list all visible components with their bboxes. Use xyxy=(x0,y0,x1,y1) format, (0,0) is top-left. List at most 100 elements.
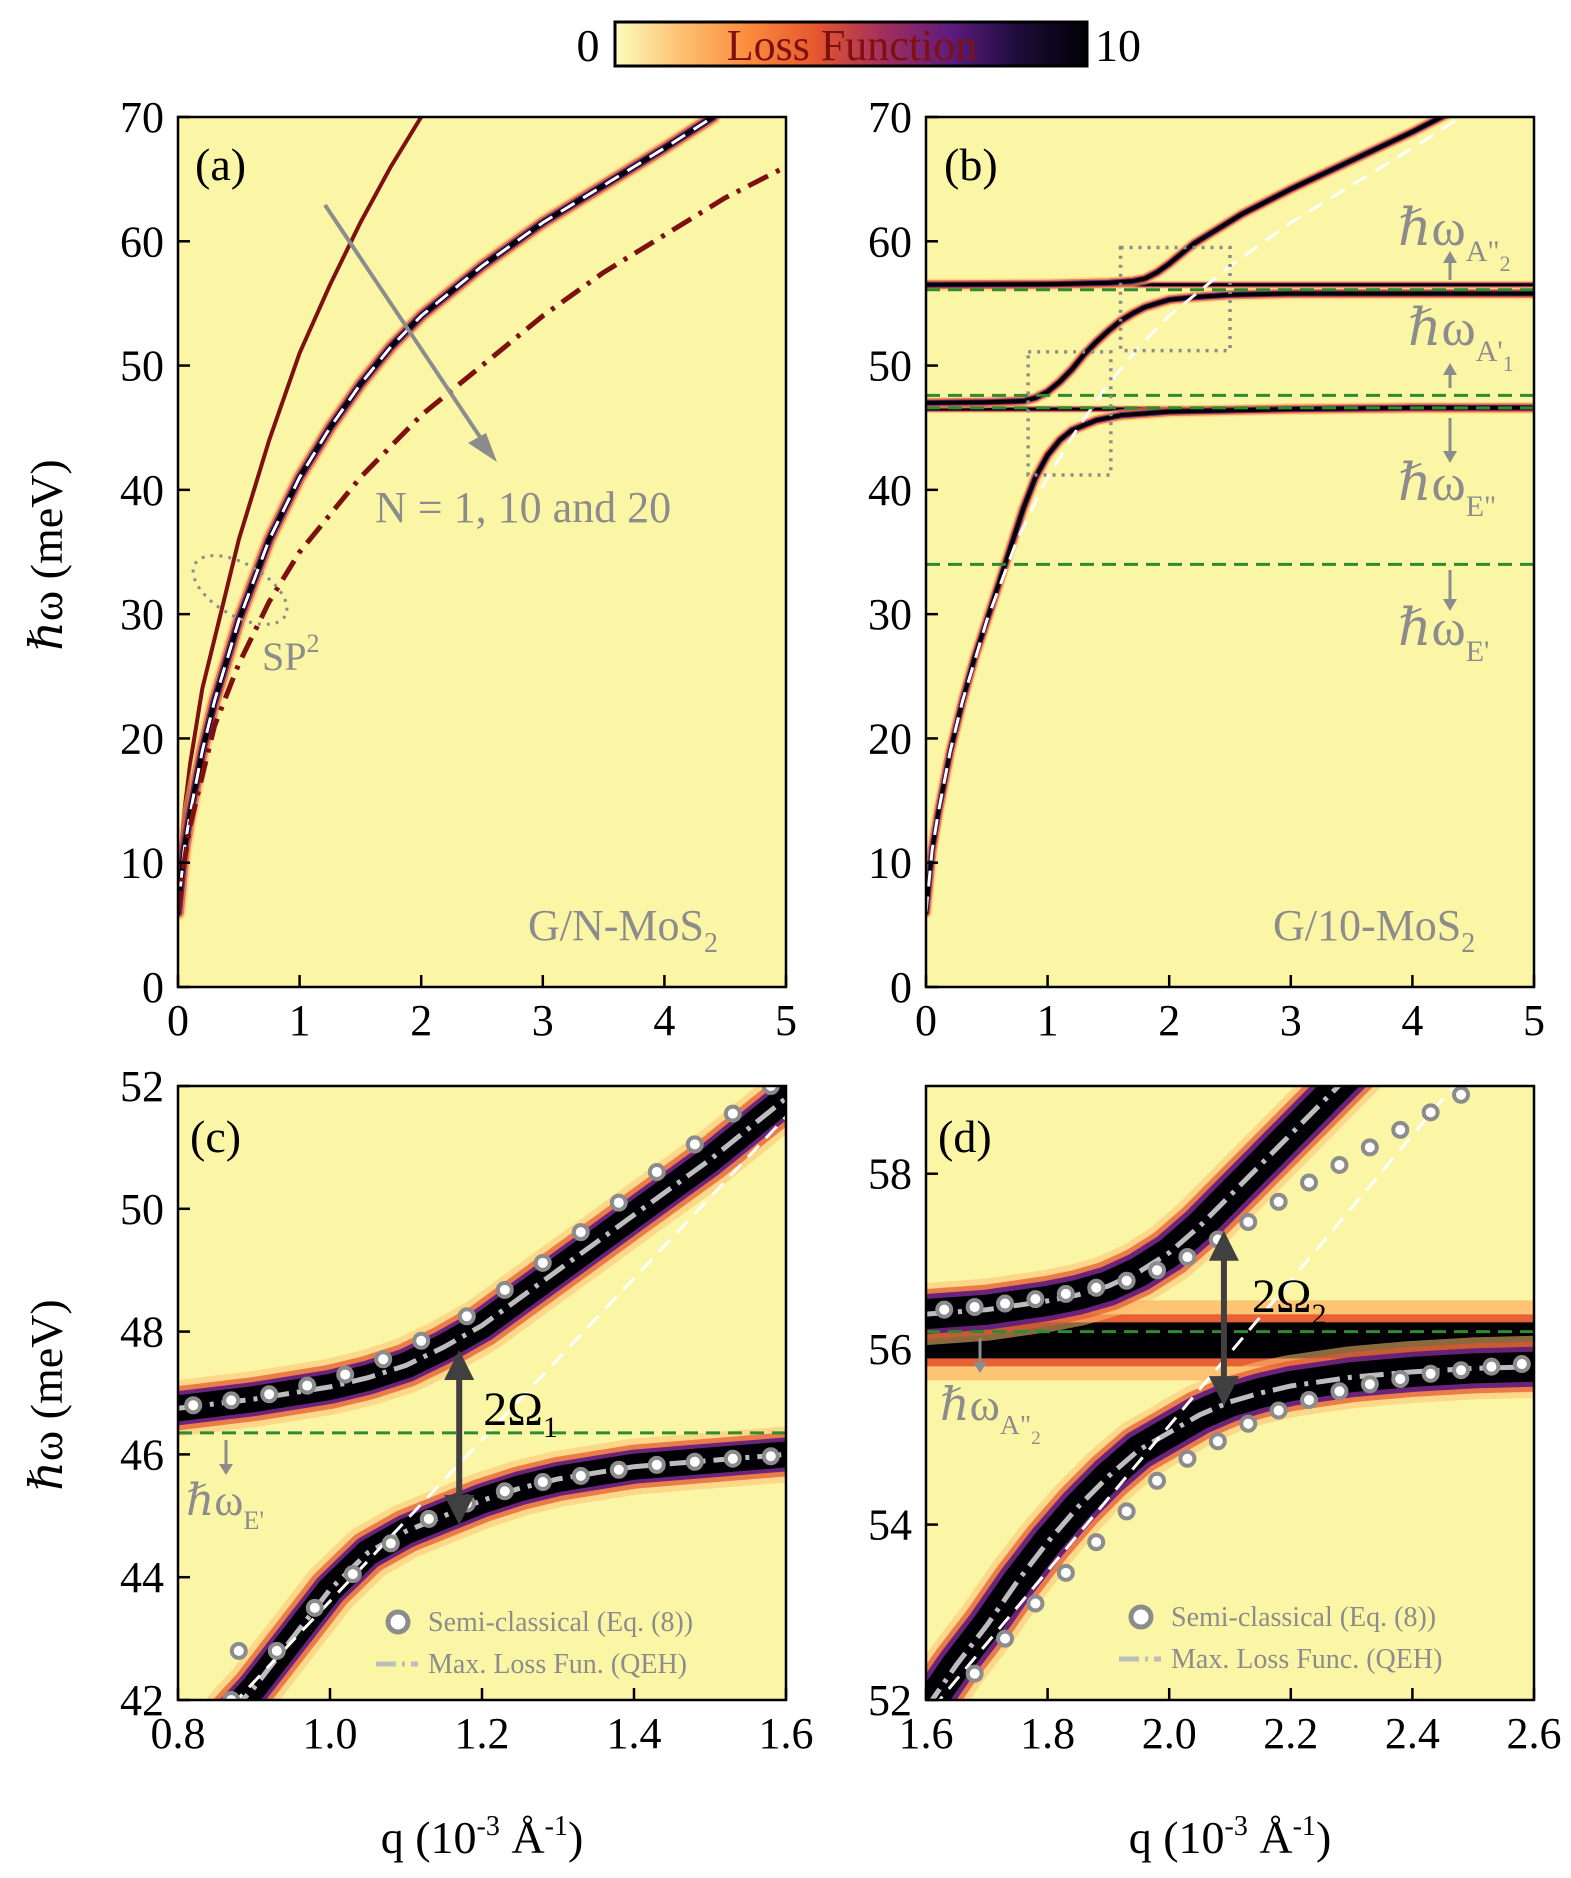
legend-semiclassical-c: Semi-classical (Eq. (8)) xyxy=(428,1607,693,1638)
panel-c-annotations: 2Ω1 ℏωE' Semi-classical (Eq. (8)) Max. Loss… xyxy=(186,1350,693,1680)
semiclassical-point xyxy=(1452,1086,1471,1104)
semiclassical-point xyxy=(1087,1533,1106,1552)
legend-semiclassical-d: Semi-classical (Eq. (8)) xyxy=(1171,1602,1436,1633)
y-tick-label-d: 58 xyxy=(868,1150,912,1199)
semiclassical-point xyxy=(1512,1355,1531,1374)
semiclassical-point xyxy=(1056,1563,1075,1582)
phonon-label-main-d: ℏω xyxy=(940,1379,1000,1430)
structure-label-b: G/10-MoS2 xyxy=(1273,901,1475,959)
semiclassical-point xyxy=(723,1104,742,1123)
sp-label-main: SP xyxy=(262,634,307,679)
semiclassical-point xyxy=(609,1193,628,1212)
y-tick-label-d: 56 xyxy=(868,1325,912,1374)
panel-c: 0.8 1.0 1.2 1.4 1.6 42 44 46 48 50 52 (c) ℏω (meV)… xyxy=(21,1062,814,1863)
x-tick-label-a: 4 xyxy=(653,996,675,1045)
x-tick-label-b: 0 xyxy=(915,996,937,1045)
phonon-arrowhead-2 xyxy=(1443,451,1457,463)
phonon-label-main-3: ℏω xyxy=(1398,600,1466,657)
semiclassical-point xyxy=(761,1086,780,1095)
x-tick-label-c: 1.0 xyxy=(303,1709,358,1758)
structure-b-sub: 2 xyxy=(1461,928,1475,959)
semiclassical-point xyxy=(1026,1290,1045,1309)
x-tick-label-a: 1 xyxy=(289,996,311,1045)
plot-area-b xyxy=(926,117,1534,987)
semiclassical-point xyxy=(1360,1138,1379,1157)
splitting-label-c: 2Ω1 xyxy=(483,1383,558,1444)
semiclassical-point xyxy=(1178,1449,1197,1468)
panel-d-curves xyxy=(926,1086,1534,1700)
x-tick-label-c: 0.8 xyxy=(151,1709,206,1758)
panel-label-a: (a) xyxy=(195,139,246,190)
semiclassical-point xyxy=(571,1466,590,1485)
x-tick-label-c: 1.6 xyxy=(759,1709,814,1758)
semiclassical-point xyxy=(343,1565,362,1584)
semiclassical-point xyxy=(685,1452,704,1471)
legend-marker-semiclassical-c xyxy=(385,1609,411,1635)
frame-b xyxy=(924,115,1536,989)
phonon-label-sub-2: E" xyxy=(1466,490,1497,523)
y-tick-label-b: 40 xyxy=(868,466,912,515)
semiclassical-point xyxy=(298,1376,317,1395)
phonon-label-subsub-d: 2 xyxy=(1031,1428,1041,1449)
semiclassical-point xyxy=(1360,1375,1379,1394)
qeh-line-c-0 xyxy=(178,1096,786,1411)
phonon-label-main-0: ℏω xyxy=(1398,200,1466,257)
phonon-label-main-1: ℏω xyxy=(1408,300,1476,357)
phonon-label-subsub-1: 1 xyxy=(1503,351,1514,376)
x-tick-label-c: 1.2 xyxy=(455,1709,510,1758)
phonon-label-1: ℏωA'1 xyxy=(1408,300,1514,376)
x-tick-label-d: 1.8 xyxy=(1020,1709,1075,1758)
y-tick-label-b: 10 xyxy=(868,839,912,888)
x-tick-label-d: 2.0 xyxy=(1142,1709,1197,1758)
structure-label-a: G/N-MoS2 xyxy=(528,901,718,959)
semiclassical-point xyxy=(229,1641,248,1660)
colorbar-min-label: 0 xyxy=(577,20,600,71)
semiclassical-point xyxy=(1452,1361,1471,1380)
semiclassical-point xyxy=(1208,1432,1227,1451)
splitting-label-main-c: 2Ω xyxy=(483,1383,543,1436)
panel-a-curves xyxy=(178,117,786,921)
splitting-label-main-d: 2Ω xyxy=(1252,1270,1312,1323)
branch-0-layer-3 xyxy=(926,405,1534,915)
semiclassical-point xyxy=(1421,1364,1440,1383)
semiclassical-point xyxy=(1269,1401,1288,1420)
semiclassical-point xyxy=(1239,1212,1258,1231)
semiclassical-point xyxy=(533,1473,552,1492)
semiclassical-point xyxy=(685,1135,704,1154)
panel-label-c: (c) xyxy=(190,1111,241,1162)
x-axis-label-d: q (10-3 Å-1) xyxy=(1129,1811,1332,1863)
semiclassical-point xyxy=(996,1294,1015,1313)
semiclassical-point xyxy=(647,1162,666,1181)
semiclassical-point xyxy=(1056,1284,1075,1303)
phonon-label-sub-1: A' xyxy=(1476,335,1503,368)
phonon-arrowhead-3 xyxy=(1443,599,1457,611)
semiclassical-point xyxy=(1330,1382,1349,1401)
x-tick-label-b: 4 xyxy=(1401,996,1423,1045)
semiclassical-point xyxy=(723,1449,742,1468)
semiclassical-point xyxy=(419,1509,438,1528)
semiclassical-point xyxy=(222,1691,241,1700)
zoom-box-0 xyxy=(1026,350,1113,477)
semiclassical-point xyxy=(1391,1369,1410,1388)
semiclassical-point xyxy=(571,1223,590,1242)
structure-a-main: G/N-MoS xyxy=(528,901,704,950)
y-tick-label-a: 0 xyxy=(142,963,164,1012)
y-tick-label-c: 48 xyxy=(120,1308,164,1357)
semiclassical-point xyxy=(1148,1471,1167,1490)
semiclassical-point xyxy=(1117,1502,1136,1521)
phonon-arrowhead-0 xyxy=(1443,251,1457,263)
bare-plasmon-line xyxy=(926,117,1462,913)
sp-label-sup: 2 xyxy=(307,629,320,658)
panel-b-curves xyxy=(926,117,1534,919)
x-tick-label-a: 0 xyxy=(167,996,189,1045)
phonon-label-3: ℏωE' xyxy=(1398,600,1489,668)
semiclassical-point xyxy=(495,1280,514,1299)
legend-qeh-c: Max. Loss Fun. (QEH) xyxy=(428,1649,687,1680)
y-tick-label-a: 60 xyxy=(120,217,164,266)
phonon-label-c: ℏωE' xyxy=(186,1476,264,1535)
semiclassical-point xyxy=(222,1391,241,1410)
x-tick-label-a: 5 xyxy=(775,996,797,1045)
semiclassical-point xyxy=(647,1455,666,1474)
x-tick-label-a: 2 xyxy=(410,996,432,1045)
